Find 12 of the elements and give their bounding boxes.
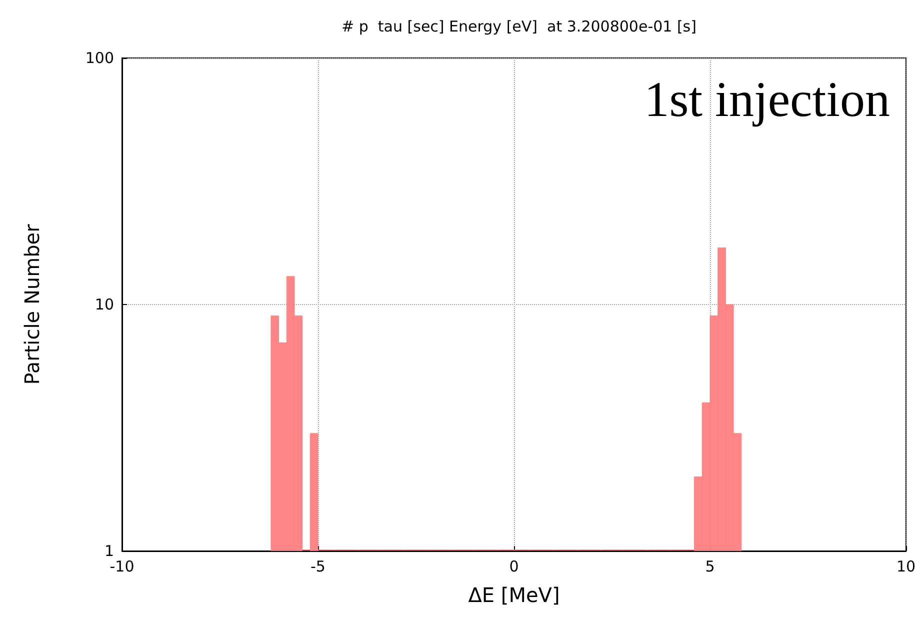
x-tick-label: 5 — [705, 558, 715, 576]
y-tick-label: 100 — [85, 49, 114, 67]
y-tick-label: 1 — [104, 542, 114, 560]
annotation: 1st injection — [644, 71, 890, 127]
x-tick-label: -10 — [110, 558, 134, 576]
y-axis-title: Particle Number — [20, 223, 44, 385]
x-tick-label: -5 — [310, 558, 326, 576]
y-tick-label: 10 — [94, 296, 114, 314]
x-axis-title: ΔE [MeV] — [468, 583, 560, 607]
chart-title: # p tau [sec] Energy [eV] at 3.200800e-01 [s] — [342, 18, 696, 36]
x-tick-label: 0 — [509, 558, 519, 576]
x-tick-label: 10 — [896, 558, 916, 576]
